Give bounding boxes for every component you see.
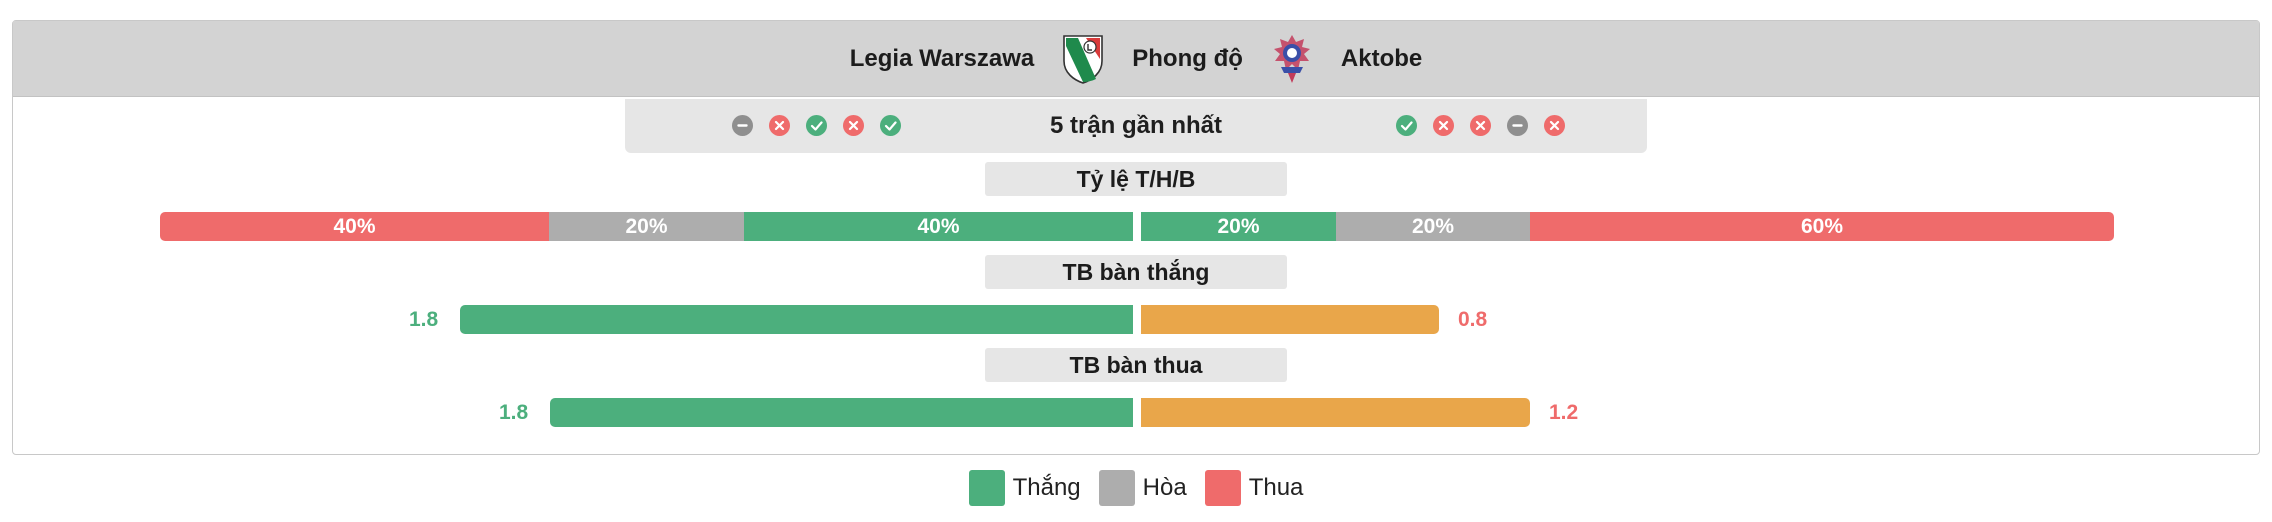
home-loss-pct: 40% [333, 214, 376, 238]
loss-swatch [1204, 470, 1241, 506]
away-goals-conceded-value: 1.2 [1549, 400, 1579, 424]
away-recent-form [1396, 115, 1565, 136]
home-form-loss-icon [769, 115, 790, 136]
away-team-name: Aktobe [1340, 44, 1423, 72]
home-form-win-icon [806, 115, 827, 136]
home-goals-scored-value: 1.8 [409, 307, 439, 331]
recent-form-strip: 5 trận gần nhất [625, 99, 1647, 153]
home-form-loss-icon [843, 115, 864, 136]
recent-form-label: 5 trận gần nhất [1049, 112, 1223, 139]
away-draw-pct: 20% [1411, 214, 1455, 238]
home-loss-bar: 40% [160, 212, 549, 241]
away-win-pct: 20% [1217, 214, 1260, 238]
header-bar: Legia Warszawa Phong độ Aktobe [13, 21, 2259, 97]
away-form-win-icon [1396, 115, 1417, 136]
legend: Thắng Hòa Thua [0, 470, 2272, 506]
home-win-bar: 40% [744, 212, 1133, 241]
away-draw-bar: 20% [1336, 212, 1530, 241]
home-goals-conceded-value: 1.8 [499, 400, 529, 424]
home-goals-scored-bar [460, 305, 1133, 334]
form-heading: Phong độ [1132, 44, 1243, 72]
aktobe-crest-icon [1273, 34, 1310, 83]
home-win-pct: 40% [917, 214, 960, 238]
draw-swatch [1098, 470, 1135, 506]
away-form-draw-icon [1507, 115, 1528, 136]
legend-win-label: Thắng [1012, 474, 1081, 501]
legend-item-draw: Hòa [1098, 470, 1187, 506]
away-form-loss-icon [1433, 115, 1454, 136]
ratio-title: Tỷ lệ T/H/B [985, 162, 1287, 196]
legia-crest-icon [1063, 34, 1104, 84]
away-form-loss-icon [1470, 115, 1491, 136]
win-swatch [968, 470, 1005, 506]
away-loss-pct: 60% [1800, 214, 1844, 238]
form-comparison-panel: Legia Warszawa Phong độ Aktobe 5 trận gầ… [12, 20, 2260, 455]
legend-draw-label: Hòa [1142, 474, 1187, 501]
home-draw-pct: 20% [625, 214, 668, 238]
home-recent-form [732, 115, 901, 136]
legend-item-loss: Thua [1204, 470, 1304, 506]
away-loss-bar: 60% [1530, 212, 2114, 241]
goals-conceded-title: TB bàn thua [985, 348, 1287, 382]
home-team-name: Legia Warszawa [849, 44, 1035, 72]
home-draw-bar: 20% [549, 212, 744, 241]
away-form-loss-icon [1544, 115, 1565, 136]
legend-loss-label: Thua [1248, 474, 1304, 501]
away-goals-scored-bar [1141, 305, 1439, 334]
goals-scored-title: TB bàn thắng [985, 255, 1287, 289]
away-win-bar: 20% [1141, 212, 1336, 241]
home-goals-conceded-bar [550, 398, 1133, 427]
away-goals-scored-value: 0.8 [1458, 307, 1488, 331]
home-form-win-icon [880, 115, 901, 136]
legend-item-win: Thắng [968, 470, 1081, 506]
away-goals-conceded-bar [1141, 398, 1530, 427]
home-form-draw-icon [732, 115, 753, 136]
